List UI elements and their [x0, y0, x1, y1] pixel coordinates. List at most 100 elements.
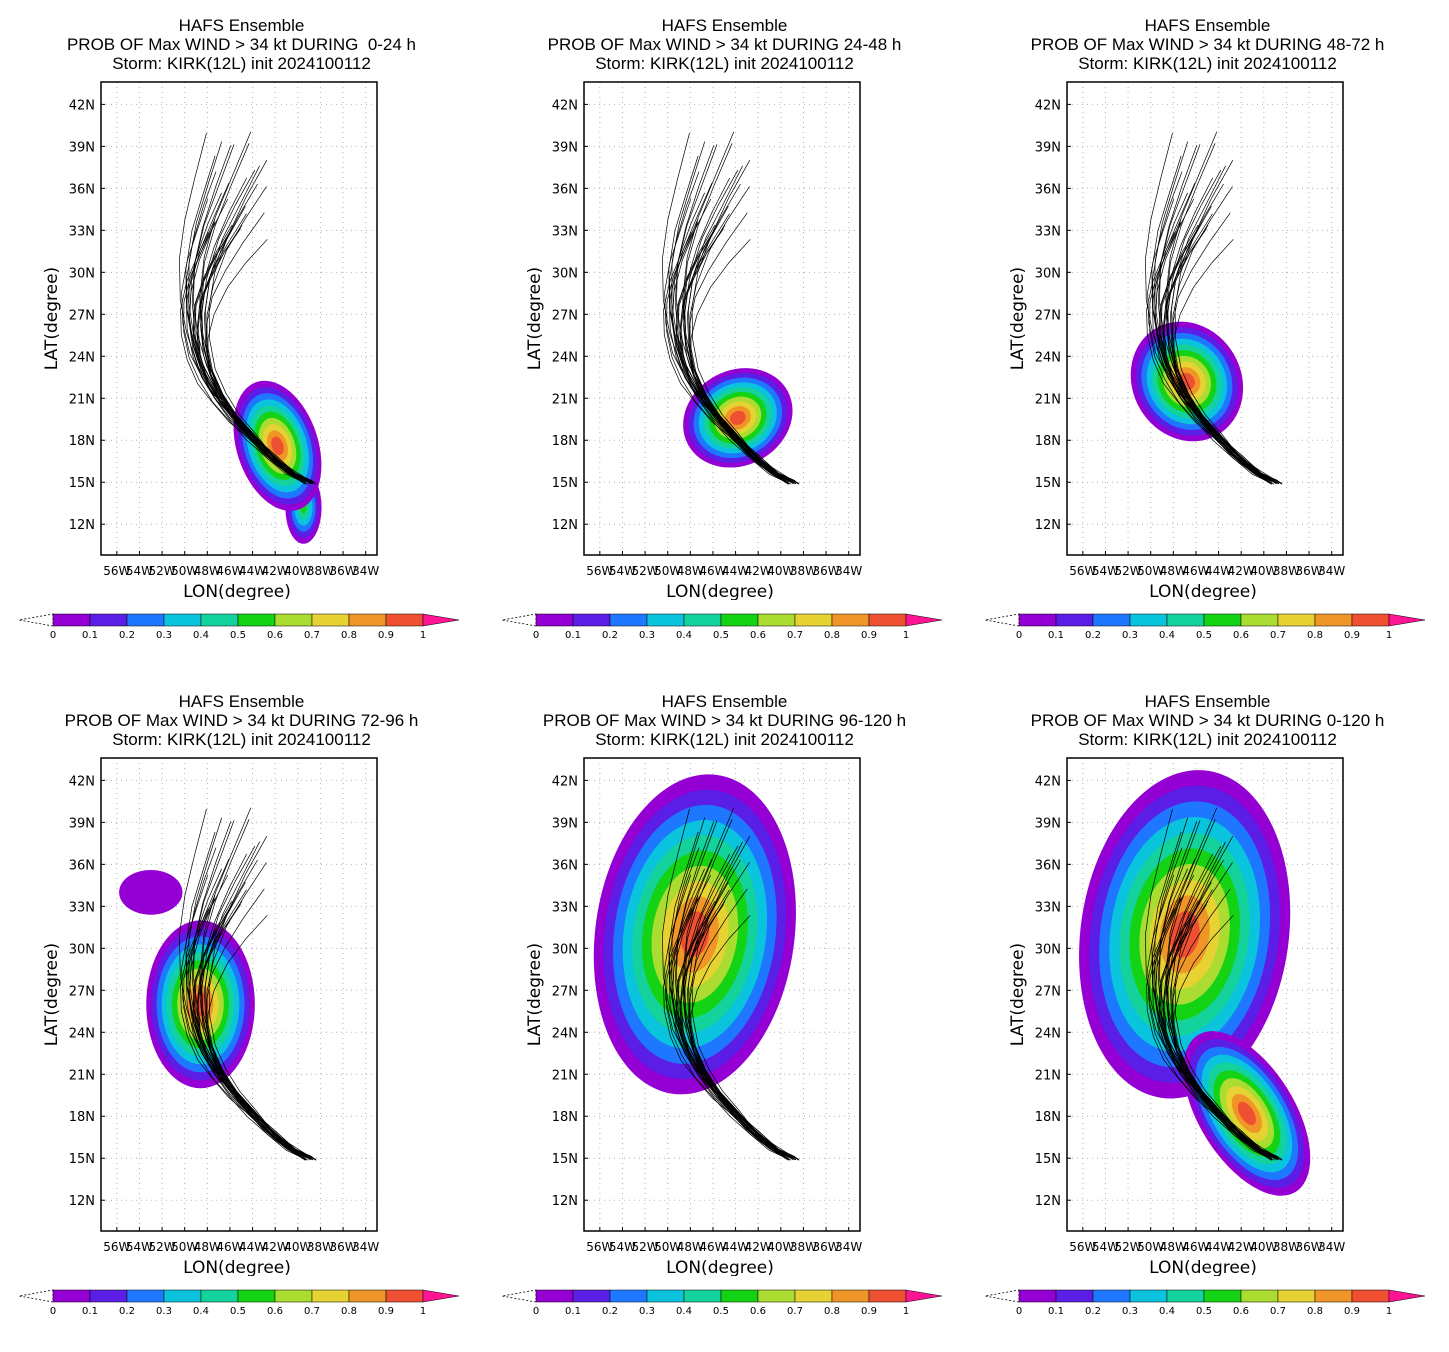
ensemble-track: [1173, 915, 1275, 1161]
lat-tick-label: 15N: [1035, 476, 1061, 491]
colorbar-label: 0.1: [565, 630, 581, 641]
colorbar-over-arrow: [905, 613, 943, 627]
lon-tick-label: 46W: [1182, 564, 1209, 578]
lat-tick-label: 27N: [69, 308, 95, 323]
lon-tick-label: 54W: [609, 564, 636, 578]
lat-tick-label: 27N: [1035, 308, 1061, 323]
colorbar-segment: [757, 613, 796, 627]
lon-tick-label: 40W: [1250, 564, 1277, 578]
colorbar-label: 0.6: [1233, 630, 1249, 641]
colorbar-segment: [1166, 1289, 1205, 1303]
colorbar-segment: [868, 1289, 907, 1303]
lon-tick-label: 50W: [171, 564, 198, 578]
colorbar-label: 1: [903, 1306, 909, 1317]
lat-tick-label: 42N: [69, 98, 95, 113]
y-axis-label: LAT(degree): [42, 943, 62, 1046]
lat-tick-label: 39N: [1035, 140, 1061, 155]
lat-tick-label: 18N: [1035, 1110, 1061, 1125]
colorbar-segment: [348, 613, 387, 627]
colorbar-segment: [163, 1289, 202, 1303]
colorbar-under-arrow: [501, 613, 537, 627]
lon-tick-label: 36W: [1295, 564, 1322, 578]
ensemble-track: [687, 183, 794, 483]
lat-tick-label: 27N: [69, 984, 95, 999]
lon-tick-label: 38W: [307, 1240, 334, 1254]
colorbar-label: 0.6: [750, 630, 766, 641]
lat-tick-label: 12N: [69, 518, 95, 533]
colorbar-segment: [1351, 613, 1390, 627]
lon-tick-label: 38W: [790, 564, 817, 578]
colorbar-segment: [274, 613, 313, 627]
lon-tick-label: 34W: [835, 564, 862, 578]
lon-tick-label: 56W: [586, 1240, 613, 1254]
colorbar-label: 0.8: [341, 630, 357, 641]
colorbar-label: 0.5: [713, 1306, 729, 1317]
colorbar: 0 0.1 0.2 0.3 0.4 0.5 0.6 0.7 0.8 0.9 1: [501, 613, 943, 641]
probability-map: 42N39N36N33N30N27N24N21N18N15N12N56W54W5…: [42, 81, 379, 600]
colorbar-label: 0.5: [230, 1306, 246, 1317]
colorbar-label: 0: [1016, 630, 1022, 641]
colorbar: 0 0.1 0.2 0.3 0.4 0.5 0.6 0.7 0.8 0.9 1: [984, 1289, 1426, 1317]
colorbar: 0 0.1 0.2 0.3 0.4 0.5 0.6 0.7 0.8 0.9 1: [501, 1289, 943, 1317]
lat-tick-label: 15N: [552, 1152, 578, 1167]
colorbar-label: 0: [533, 1306, 539, 1317]
lon-tick-label: 38W: [1273, 1240, 1300, 1254]
ensemble-track: [1166, 143, 1277, 485]
colorbar-label: 0.5: [1196, 1306, 1212, 1317]
colorbar-label: 1: [1386, 630, 1392, 641]
ensemble-track: [200, 819, 311, 1161]
colorbar-label: 0.6: [750, 1306, 766, 1317]
lat-tick-label: 36N: [69, 858, 95, 873]
lon-tick-label: 52W: [1115, 1240, 1142, 1254]
lat-tick-label: 21N: [1035, 392, 1061, 407]
lon-tick-label: 44W: [239, 564, 266, 578]
lon-tick-label: 56W: [1069, 1240, 1096, 1254]
colorbar-segment: [1092, 613, 1131, 627]
colorbar: 0 0.1 0.2 0.3 0.4 0.5 0.6 0.7 0.8 0.9 1: [18, 613, 460, 641]
colorbar-label: 1: [1386, 1306, 1392, 1317]
panel-title-line2: PROB OF Max WIND > 34 kt DURING 72-96 h: [64, 711, 419, 730]
lat-tick-label: 42N: [69, 774, 95, 789]
colorbar-segment: [237, 613, 276, 627]
panel-title-line1: HAFS Ensemble: [1144, 692, 1271, 711]
colorbar-segment: [1055, 1289, 1094, 1303]
panel-title-line1: HAFS Ensemble: [178, 16, 305, 35]
ensemble-track: [1149, 898, 1271, 1160]
colorbar-label: 0.2: [1085, 630, 1101, 641]
panel-title-line1: HAFS Ensemble: [661, 16, 788, 35]
lat-tick-label: 12N: [1035, 518, 1061, 533]
lon-tick-label: 38W: [1273, 564, 1300, 578]
y-axis-label: LAT(degree): [42, 267, 62, 370]
ensemble-track: [674, 820, 789, 1161]
colorbar-segment: [1351, 1289, 1390, 1303]
lon-tick-label: 34W: [1318, 564, 1345, 578]
lat-tick-label: 30N: [552, 266, 578, 281]
lat-tick-label: 36N: [552, 858, 578, 873]
lat-tick-label: 33N: [1035, 900, 1061, 915]
colorbar-label: 0.9: [378, 630, 394, 641]
colorbar-segment: [163, 613, 202, 627]
colorbar-under-arrow: [18, 1289, 54, 1303]
map-frame: [100, 81, 378, 556]
lon-tick-label: 52W: [149, 1240, 176, 1254]
prob-contour: [271, 436, 284, 456]
colorbar-segment: [646, 613, 685, 627]
lat-tick-label: 36N: [69, 182, 95, 197]
ensemble-track: [183, 222, 305, 484]
lat-tick-label: 24N: [1035, 350, 1061, 365]
lon-tick-label: 36W: [812, 1240, 839, 1254]
colorbar-segment: [89, 1289, 128, 1303]
lat-tick-label: 30N: [1035, 942, 1061, 957]
lon-tick-label: 54W: [126, 564, 153, 578]
lon-tick-label: 44W: [722, 1240, 749, 1254]
colorbar-segment: [609, 1289, 648, 1303]
lat-tick-label: 21N: [69, 1068, 95, 1083]
x-axis-label: LON(degree): [183, 582, 291, 600]
colorbar-over-arrow: [422, 613, 460, 627]
lon-tick-label: 54W: [1092, 1240, 1119, 1254]
lat-tick-label: 42N: [552, 98, 578, 113]
lon-tick-label: 40W: [284, 564, 311, 578]
lon-tick-label: 42W: [745, 1240, 772, 1254]
colorbar-label: 0.3: [1122, 630, 1138, 641]
ensemble-track: [687, 859, 794, 1159]
